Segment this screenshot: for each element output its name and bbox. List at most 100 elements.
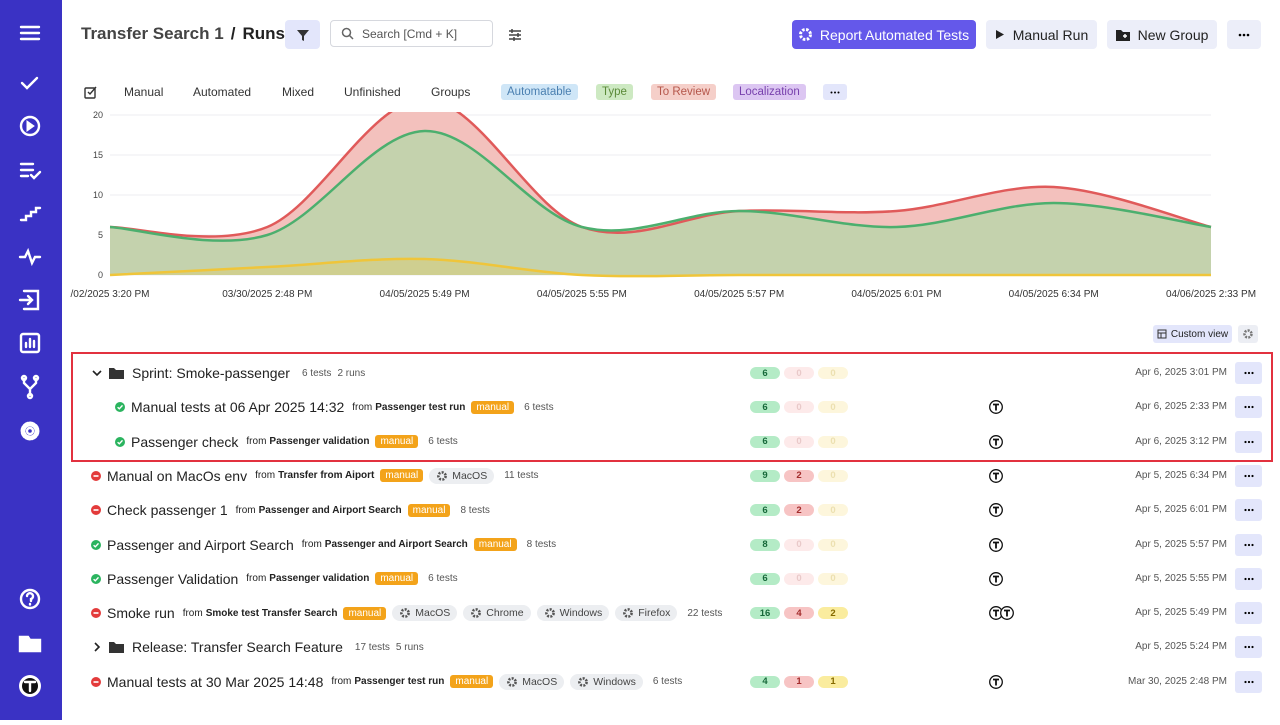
row-menu[interactable] [1235, 533, 1262, 556]
run-row[interactable]: Manual on MacOs env from Transfer from Aip… [80, 459, 1270, 493]
badge: manual [407, 503, 451, 517]
project-title[interactable]: Transfer Search 1 [81, 24, 224, 43]
run-row[interactable]: Release: Transfer Search Feature 17 tests… [80, 630, 1270, 664]
run-date: Apr 5, 2025 6:34 PM [1135, 469, 1227, 481]
row-menu[interactable] [1235, 670, 1262, 693]
run-title[interactable]: Passenger check [131, 433, 239, 450]
run-title[interactable]: Passenger Validation [107, 570, 239, 587]
icon [471, 608, 482, 618]
menu-icon[interactable] [19, 25, 41, 41]
run-title[interactable]: Manual tests at 30 Mar 2025 14:48 [107, 673, 324, 690]
help-icon[interactable] [19, 588, 41, 610]
run-row[interactable]: Passenger check from Passenger validation m… [80, 425, 1270, 459]
label-filter[interactable]: Localization [733, 84, 806, 100]
run-title[interactable]: Smoke run [107, 605, 175, 622]
runs-icon[interactable] [19, 115, 41, 137]
projects-icon[interactable] [18, 635, 42, 653]
pulse-icon[interactable] [18, 247, 42, 267]
icon [1243, 440, 1254, 443]
tab[interactable]: Manual [124, 85, 164, 99]
view-settings[interactable] [1238, 325, 1258, 343]
separator: / [230, 24, 236, 43]
branch-icon[interactable] [22, 377, 38, 397]
search-box[interactable]: Search [Cmd + K] [330, 20, 493, 47]
count-pill: 1 [784, 675, 814, 688]
report-button[interactable]: Report Automated Tests [792, 20, 976, 49]
manual-run-button[interactable]: Manual Run [986, 20, 1097, 49]
icon [623, 608, 634, 618]
button-label: New Group [1137, 26, 1209, 43]
row-menu[interactable] [1235, 362, 1262, 384]
status-passed [115, 402, 125, 413]
tab[interactable]: Mixed [282, 85, 315, 99]
env-tag: Chrome [463, 605, 531, 622]
env-tag: MacOS [429, 467, 495, 484]
env-tag-label: MacOS [452, 469, 488, 482]
custom-view-button[interactable]: Custom view [1153, 325, 1232, 343]
count-pill: 0 [784, 538, 814, 551]
run-title[interactable]: Manual on MacOs env [107, 467, 248, 484]
steps-icon[interactable] [19, 206, 42, 222]
settings-icon[interactable] [20, 421, 40, 441]
status-failed [91, 676, 101, 687]
more-labels[interactable] [823, 84, 847, 100]
select-all[interactable] [84, 85, 98, 99]
row-menu[interactable] [1235, 464, 1262, 487]
run-date: Apr 5, 2025 5:49 PM [1135, 607, 1227, 619]
run-row[interactable]: Passenger and Airport Search from Passenge… [80, 528, 1270, 562]
y-tick-label: 0 [98, 270, 103, 280]
row-menu[interactable] [1235, 567, 1262, 590]
row-main: Release: Transfer Search Feature 17 tests… [80, 630, 424, 664]
run-date: Apr 5, 2025 5:57 PM [1135, 538, 1227, 550]
run-tests: 6 tests [428, 573, 458, 585]
run-title[interactable]: Manual tests at 06 Apr 2025 14:32 [131, 399, 345, 416]
icon [92, 370, 102, 377]
label-filter[interactable]: Automatable [501, 84, 578, 100]
run-title[interactable]: Check passenger 1 [107, 502, 228, 519]
run-row[interactable]: Check passenger 1 from Passenger and Airpo… [80, 493, 1270, 527]
plans-icon[interactable] [19, 162, 42, 180]
import-icon[interactable] [18, 289, 40, 311]
row-menu[interactable] [1235, 636, 1262, 659]
analytics-icon[interactable] [19, 332, 41, 354]
env-tag-label: Firefox [638, 607, 671, 620]
run-row[interactable]: Sprint: Smoke-passenger 6 tests 2 runs 6 0 0 A… [80, 356, 1270, 390]
label-filter[interactable]: To Review [651, 84, 717, 100]
run-row[interactable]: Smoke run from Smoke test Transfer Search m… [80, 596, 1270, 630]
row-menu[interactable] [1235, 430, 1262, 453]
row-menu[interactable] [1235, 499, 1262, 522]
y-tick-label: 15 [93, 150, 103, 160]
new-group-button[interactable]: New Group [1107, 20, 1217, 49]
run-row[interactable]: Passenger Validation from Passenger valida… [80, 562, 1270, 596]
group-tests: 17 tests [354, 641, 390, 653]
label-filter[interactable]: Type [596, 84, 633, 100]
icon [437, 470, 448, 481]
icon [94, 642, 101, 652]
run-row[interactable]: Manual tests at 06 Apr 2025 14:32 from Pas… [80, 390, 1270, 424]
count-pill: 6 [750, 401, 780, 414]
run-title[interactable]: Passenger and Airport Search [107, 536, 294, 553]
from-label: from [246, 436, 267, 448]
run-row[interactable]: Manual tests at 30 Mar 2025 14:48 from Pas… [80, 665, 1270, 699]
icon [1243, 543, 1254, 546]
settings-sliders[interactable] [508, 28, 522, 42]
tab[interactable]: Automated [193, 85, 252, 99]
more-button[interactable] [1227, 20, 1261, 49]
tab[interactable]: Unfinished [344, 85, 401, 99]
tab[interactable]: Groups [431, 85, 471, 99]
row-menu[interactable] [1235, 396, 1262, 419]
run-source: from Transfer from Aiport [255, 470, 374, 481]
tests-icon[interactable] [20, 76, 39, 90]
assignee-avatar [989, 571, 1003, 586]
icon [544, 608, 555, 618]
count-pill: 0 [818, 504, 848, 517]
run-source: from Passenger and Airport Search [236, 505, 402, 516]
run-tests: 6 tests [524, 401, 554, 413]
assignee-avatar [989, 503, 1003, 518]
count-pill: 2 [784, 504, 814, 517]
count-pill: 1 [818, 675, 848, 688]
filter-button[interactable] [285, 20, 320, 49]
env-tag: MacOS [392, 605, 458, 622]
row-menu[interactable] [1235, 602, 1262, 625]
